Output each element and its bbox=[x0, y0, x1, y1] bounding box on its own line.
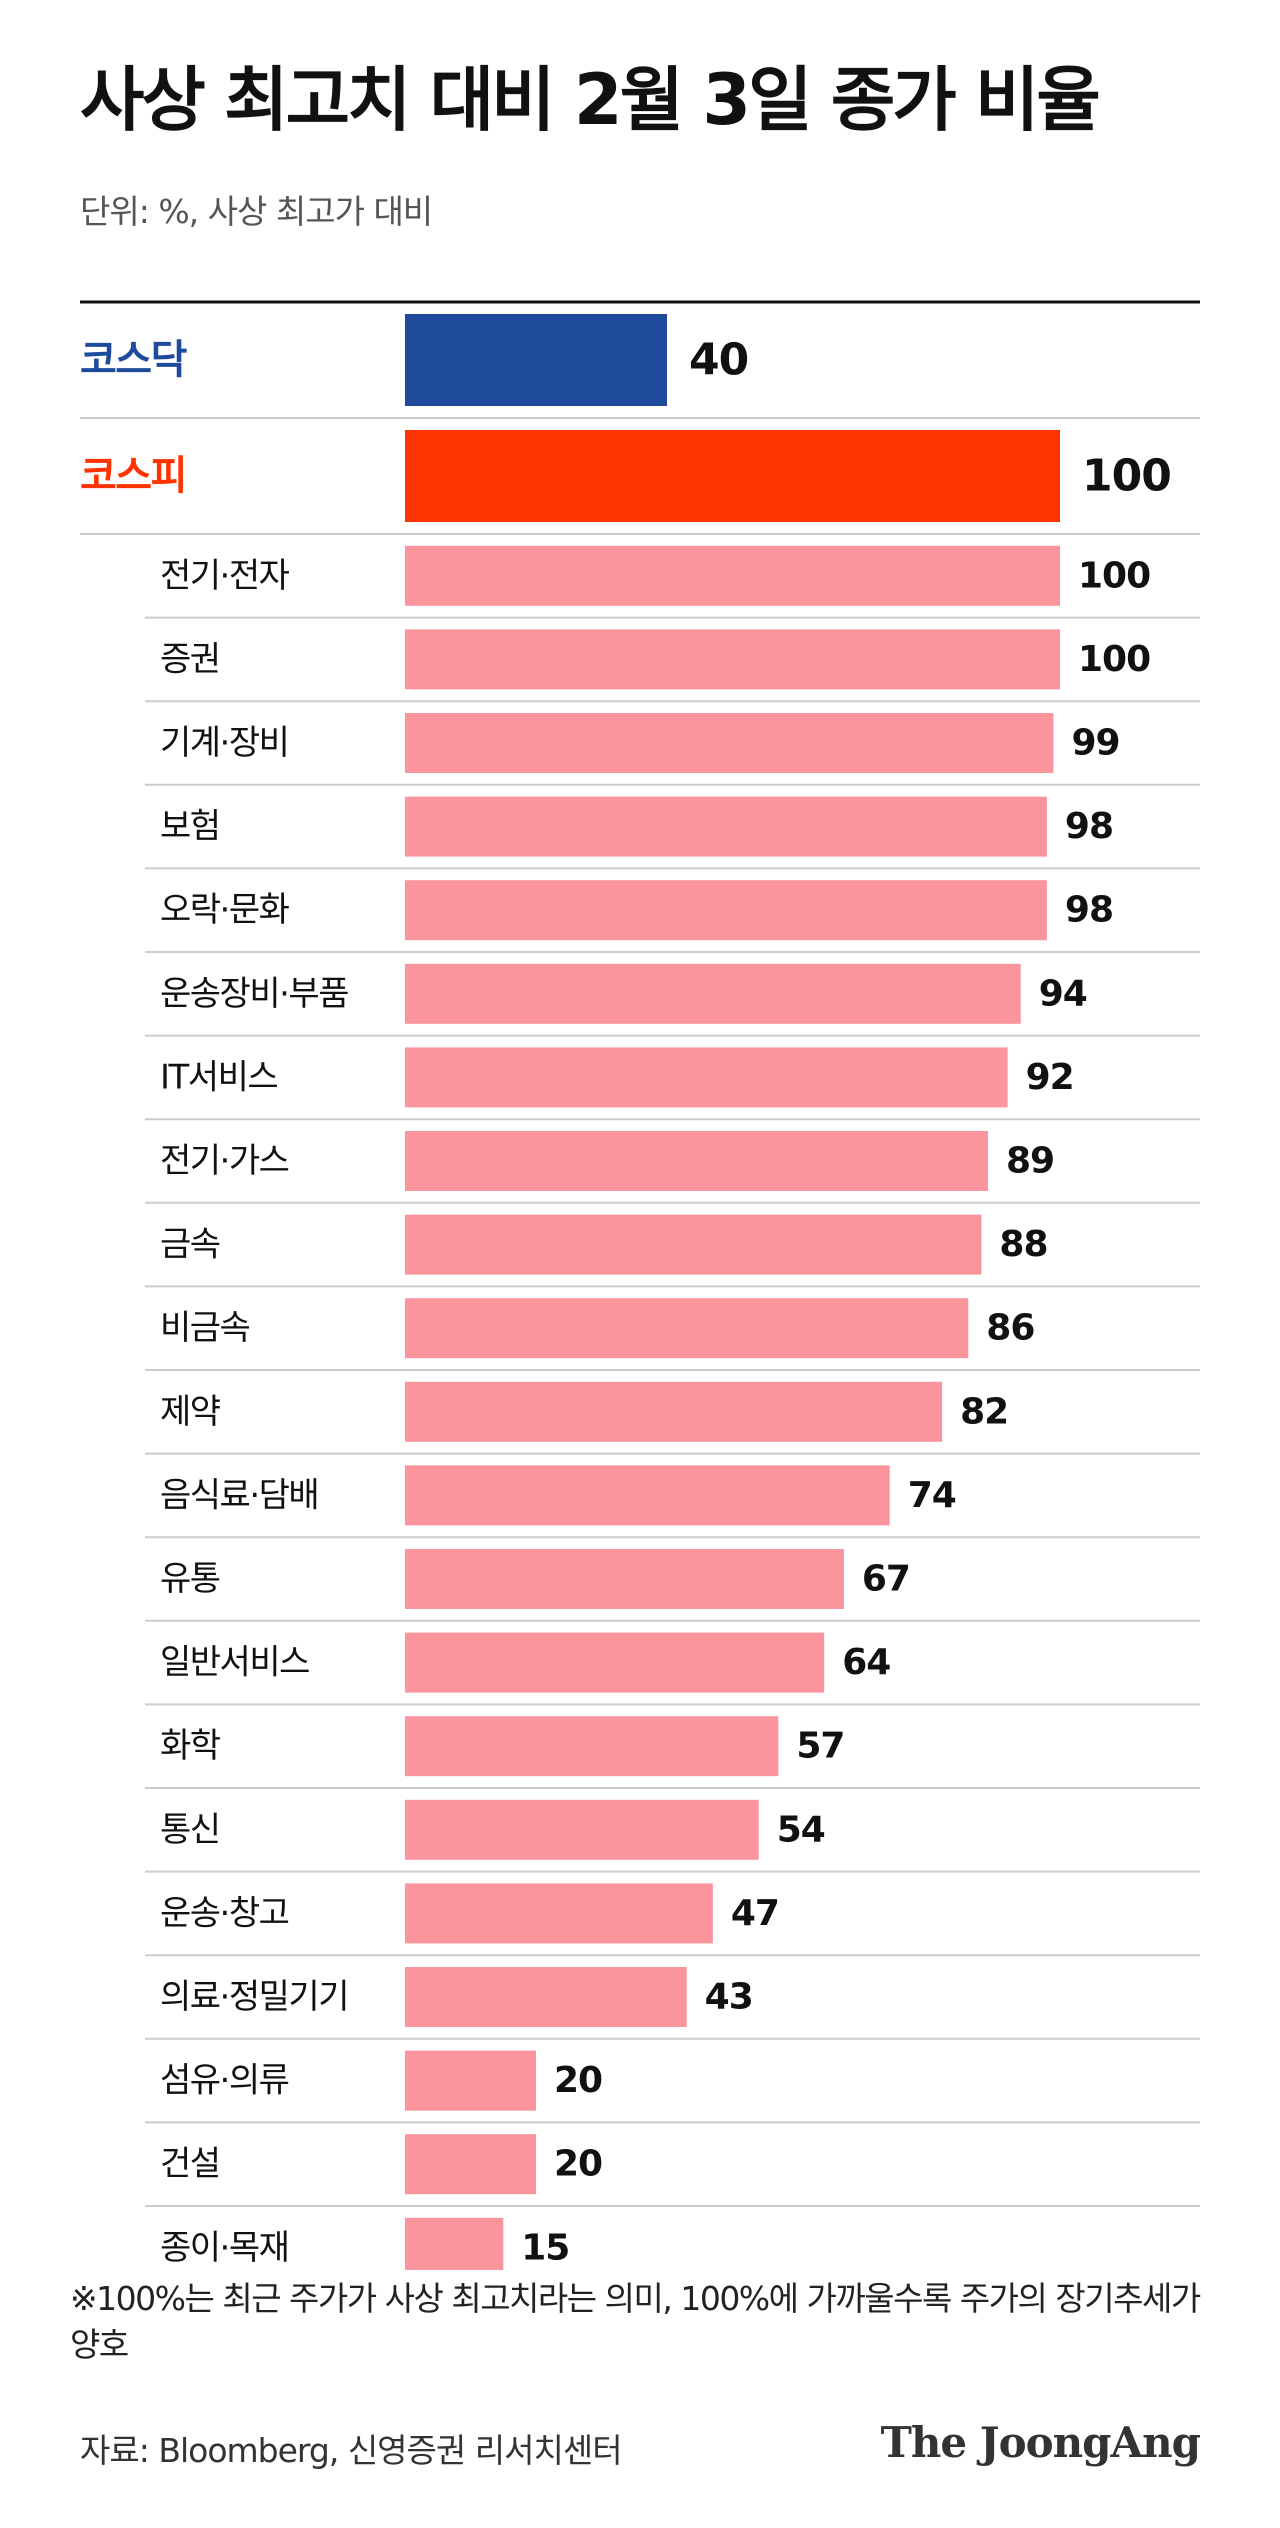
category-label: 유통 bbox=[160, 1559, 220, 1599]
value-label: 89 bbox=[1006, 1141, 1054, 1182]
bar bbox=[405, 796, 1047, 857]
value-label: 15 bbox=[521, 2227, 569, 2268]
value-label: 88 bbox=[999, 1224, 1047, 1265]
category-label: 일반서비스 bbox=[160, 1643, 309, 1683]
value-label: 20 bbox=[554, 2060, 602, 2101]
category-label: 전기·가스 bbox=[160, 1141, 289, 1181]
category-label: 운송·창고 bbox=[160, 1893, 289, 1933]
bar bbox=[405, 963, 1021, 1024]
bar-chart: 코스닥 40 코스피 100 전기·전자 100 증권 100 기계·장비 99 보험 98 오락·문화… bbox=[80, 300, 1200, 2270]
category-label: 제약 bbox=[160, 1392, 221, 1432]
value-label: 43 bbox=[705, 1977, 753, 2018]
bar bbox=[405, 1799, 759, 1860]
value-label: 100 bbox=[1078, 639, 1150, 680]
category-label: 오락·문화 bbox=[160, 890, 290, 930]
category-label: 운송장비·부품 bbox=[160, 974, 348, 1014]
category-label: 음식료·담배 bbox=[160, 1475, 318, 1515]
value-label: 47 bbox=[731, 1893, 779, 1934]
value-label: 86 bbox=[986, 1308, 1034, 1349]
value-label: 74 bbox=[908, 1475, 956, 1516]
value-label: 54 bbox=[777, 1809, 825, 1850]
value-label: 64 bbox=[842, 1642, 890, 1683]
value-label: 82 bbox=[960, 1391, 1008, 1432]
bar bbox=[405, 1047, 1008, 1108]
bar bbox=[405, 713, 1054, 773]
value-label: 92 bbox=[1026, 1057, 1074, 1098]
brand-logo: The JoongAng bbox=[880, 2418, 1201, 2467]
value-label: 20 bbox=[554, 2144, 602, 2185]
chart-title: 사상 최고치 대비 2월 3일 종가 비율 bbox=[80, 59, 1101, 141]
category-label: 코스닥 bbox=[80, 337, 188, 383]
value-label: 100 bbox=[1082, 451, 1171, 502]
bar bbox=[405, 1381, 943, 1442]
value-label: 100 bbox=[1078, 555, 1150, 596]
category-label: 비금속 bbox=[160, 1308, 250, 1348]
category-label: 의료·정밀기기 bbox=[160, 1977, 348, 2017]
bar bbox=[405, 629, 1060, 690]
category-label: 증권 bbox=[160, 639, 220, 679]
bar bbox=[405, 1214, 982, 1275]
category-label: 전기·전자 bbox=[160, 556, 290, 596]
value-label: 67 bbox=[862, 1559, 910, 1600]
bar bbox=[405, 1549, 844, 1609]
bar bbox=[405, 1632, 825, 1693]
bar bbox=[405, 1883, 713, 1944]
value-label: 98 bbox=[1065, 890, 1113, 931]
value-label: 57 bbox=[796, 1726, 844, 1767]
value-label: 98 bbox=[1065, 806, 1113, 847]
category-label: 섬유·의류 bbox=[160, 2061, 289, 2101]
bar bbox=[405, 1465, 890, 1526]
bar bbox=[405, 1298, 969, 1359]
category-label: 종이·목재 bbox=[160, 2228, 288, 2268]
category-label: 건설 bbox=[160, 2144, 220, 2184]
value-label: 99 bbox=[1071, 723, 1119, 764]
category-label: IT서비스 bbox=[160, 1057, 277, 1097]
bar bbox=[405, 880, 1047, 941]
category-label: 기계·장비 bbox=[160, 723, 288, 763]
bar bbox=[405, 1716, 779, 1777]
bar bbox=[405, 2050, 536, 2111]
bar bbox=[405, 1131, 988, 1191]
bar bbox=[405, 2217, 504, 2270]
bar bbox=[405, 430, 1060, 522]
value-label: 40 bbox=[689, 335, 748, 386]
source-note: 자료: Bloomberg, 신영증권 리서치센터 bbox=[80, 2431, 623, 2470]
chart-subtitle: 단위: %, 사상 최고가 대비 bbox=[80, 192, 433, 231]
bar bbox=[405, 1967, 687, 2027]
category-label: 통신 bbox=[160, 1810, 220, 1850]
footnote: ※100%는 최근 주가가 사상 최고치라는 의미, 100%에 가까울수록 주… bbox=[70, 2279, 1201, 2365]
category-label: 코스피 bbox=[80, 453, 186, 499]
category-label: 보험 bbox=[160, 807, 220, 847]
category-label: 화학 bbox=[160, 1726, 221, 1766]
bar bbox=[405, 314, 667, 406]
category-label: 금속 bbox=[160, 1225, 220, 1265]
bar bbox=[405, 2134, 536, 2195]
bar bbox=[405, 545, 1060, 606]
value-label: 94 bbox=[1039, 973, 1087, 1014]
